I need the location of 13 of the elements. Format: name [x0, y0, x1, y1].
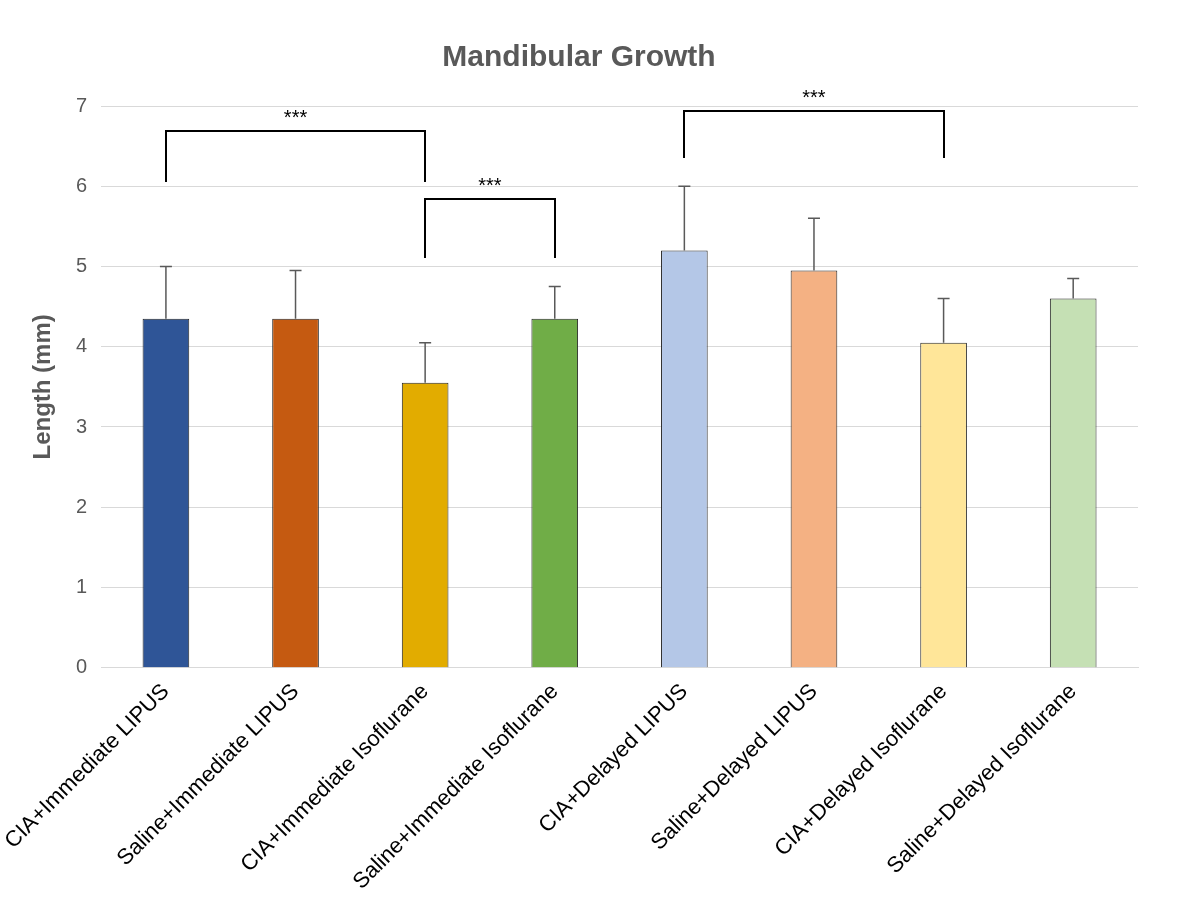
- y-tick-label: 2: [75, 494, 88, 517]
- y-tick-label: 3: [75, 414, 88, 437]
- y-tick-label: 6: [75, 173, 88, 196]
- annotation: ***: [283, 105, 308, 128]
- chart-title: Mandibular Growth: [442, 39, 716, 73]
- annotation: ***: [802, 85, 826, 108]
- y-tick-label: 4: [75, 334, 88, 357]
- y-tick-label: 5: [75, 254, 88, 277]
- y-tick-label: 1: [75, 575, 88, 598]
- y-tick-label: 0: [75, 655, 88, 678]
- annotation: ***: [478, 173, 502, 196]
- y-axis-title: Length (mm): [28, 314, 56, 460]
- y-tick-label: 7: [75, 93, 88, 116]
